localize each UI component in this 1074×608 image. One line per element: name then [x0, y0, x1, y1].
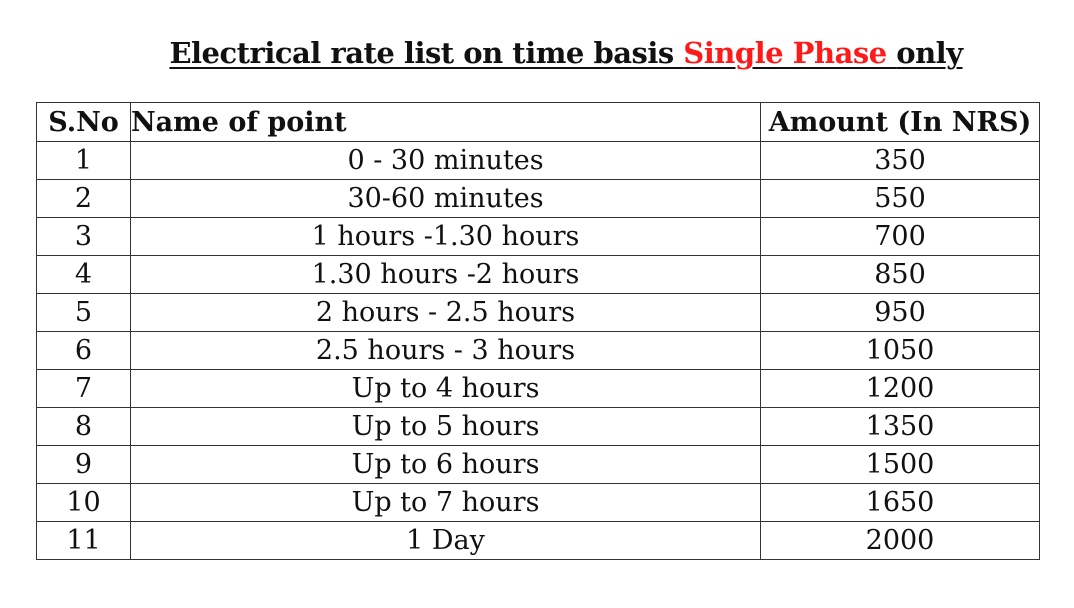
cell-sno: 11 [37, 522, 131, 560]
title-prefix: Electrical rate list on time basis [169, 36, 683, 70]
cell-amount: 2000 [761, 522, 1040, 560]
header-sno: S.No [37, 103, 131, 142]
cell-name: Up to 5 hours [131, 408, 761, 446]
cell-name: 30-60 minutes [131, 180, 761, 218]
cell-name: 1 hours -1.30 hours [131, 218, 761, 256]
cell-sno: 9 [37, 446, 131, 484]
title-highlight-single-phase: Single Phase [683, 36, 896, 70]
cell-amount: 1200 [761, 370, 1040, 408]
cell-sno: 2 [37, 180, 131, 218]
cell-amount: 1650 [761, 484, 1040, 522]
table-row: 5 2 hours - 2.5 hours 950 [37, 294, 1040, 332]
cell-name: Up to 6 hours [131, 446, 761, 484]
table-row: 7 Up to 4 hours 1200 [37, 370, 1040, 408]
cell-amount: 1500 [761, 446, 1040, 484]
table-row: 8 Up to 5 hours 1350 [37, 408, 1040, 446]
header-amount: Amount (In NRS) [761, 103, 1040, 142]
cell-name: 0 - 30 minutes [131, 142, 761, 180]
table-row: 1 0 - 30 minutes 350 [37, 142, 1040, 180]
cell-sno: 4 [37, 256, 131, 294]
table-header-row: S.No Name of point Amount (In NRS) [37, 103, 1040, 142]
cell-name: Up to 4 hours [131, 370, 761, 408]
cell-amount: 850 [761, 256, 1040, 294]
cell-amount: 550 [761, 180, 1040, 218]
table-row: 2 30-60 minutes 550 [37, 180, 1040, 218]
cell-amount: 350 [761, 142, 1040, 180]
table-row: 10 Up to 7 hours 1650 [37, 484, 1040, 522]
cell-sno: 8 [37, 408, 131, 446]
cell-sno: 3 [37, 218, 131, 256]
header-name-of-point: Name of point [131, 103, 761, 142]
cell-sno: 1 [37, 142, 131, 180]
table-row: 4 1.30 hours -2 hours 850 [37, 256, 1040, 294]
cell-amount: 700 [761, 218, 1040, 256]
title-suffix: only [896, 36, 962, 70]
cell-sno: 10 [37, 484, 131, 522]
table-row: 9 Up to 6 hours 1500 [37, 446, 1040, 484]
table-row: 6 2.5 hours - 3 hours 1050 [37, 332, 1040, 370]
cell-name: 2.5 hours - 3 hours [131, 332, 761, 370]
cell-name: 1 Day [131, 522, 761, 560]
page-title: Electrical rate list on time basis Singl… [0, 36, 1074, 70]
table-row: 11 1 Day 2000 [37, 522, 1040, 560]
table-row: 3 1 hours -1.30 hours 700 [37, 218, 1040, 256]
cell-sno: 6 [37, 332, 131, 370]
cell-amount: 1050 [761, 332, 1040, 370]
cell-sno: 5 [37, 294, 131, 332]
cell-name: 2 hours - 2.5 hours [131, 294, 761, 332]
cell-name: Up to 7 hours [131, 484, 761, 522]
cell-name: 1.30 hours -2 hours [131, 256, 761, 294]
cell-amount: 950 [761, 294, 1040, 332]
cell-sno: 7 [37, 370, 131, 408]
cell-amount: 1350 [761, 408, 1040, 446]
rate-table: S.No Name of point Amount (In NRS) 1 0 -… [36, 102, 1040, 560]
